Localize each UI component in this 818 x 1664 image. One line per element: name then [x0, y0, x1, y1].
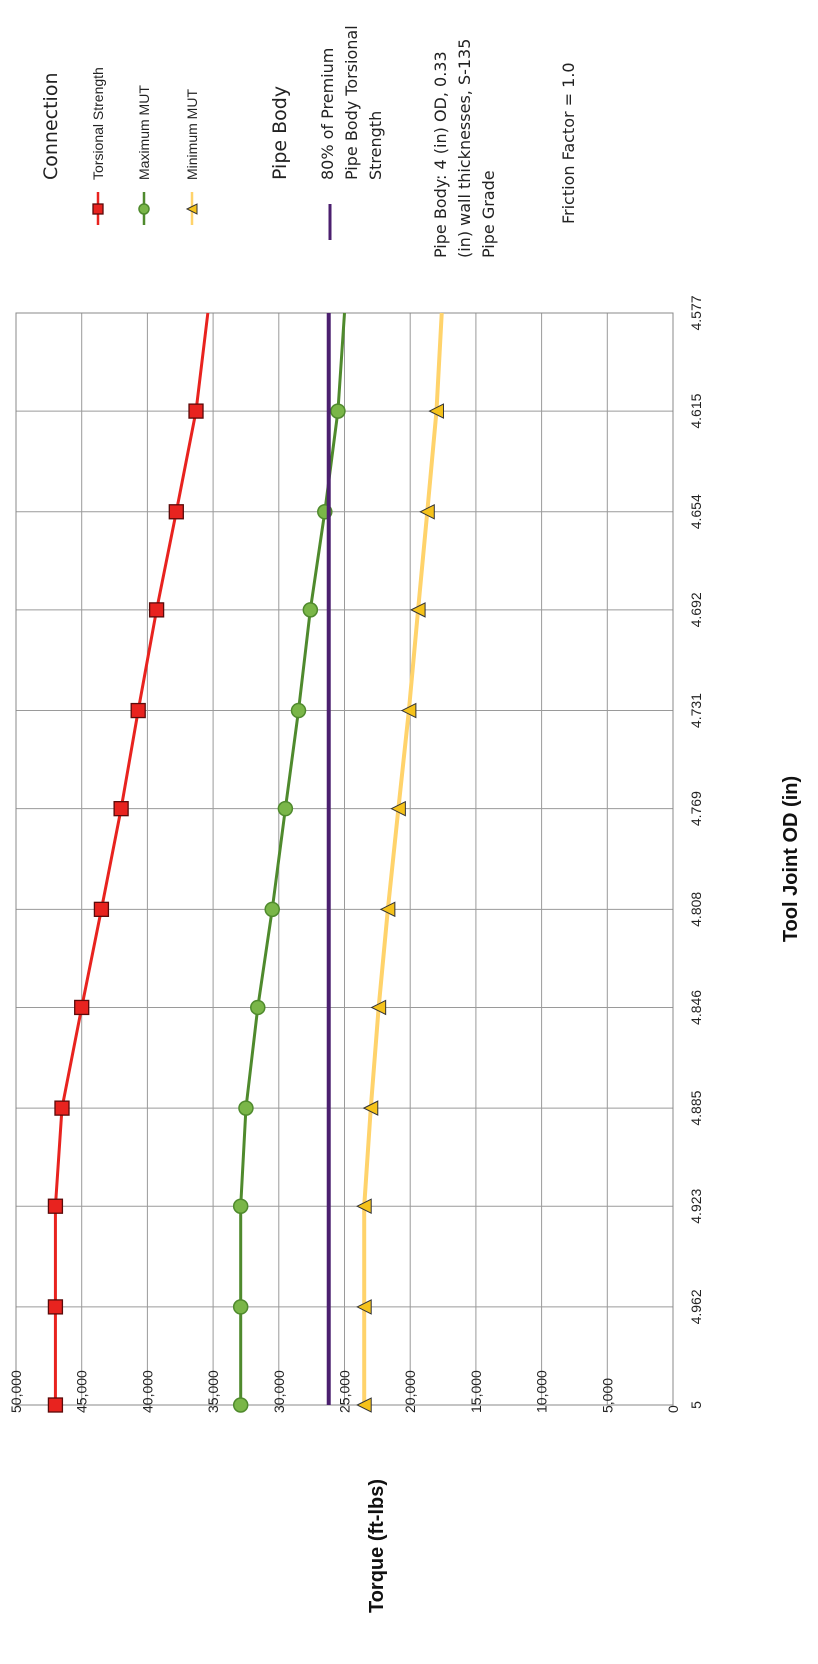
data-point-square	[130, 702, 146, 719]
data-point-square	[47, 1299, 64, 1315]
data-point-circle	[277, 800, 294, 817]
data-point-square	[92, 203, 104, 215]
y-tick-label: 20,000	[402, 1370, 418, 1413]
x-tick-label: 4.885	[688, 1090, 704, 1125]
data-point-circle	[302, 602, 319, 618]
pipe-body-description: Pipe Body: 4 (in) OD, 0.33	[431, 51, 450, 258]
x-tick-label: 4.654	[688, 494, 704, 529]
data-point-triangle	[390, 800, 406, 817]
data-point-square	[54, 1100, 70, 1116]
data-point-triangle	[409, 602, 426, 618]
data-point-triangle	[362, 1100, 379, 1116]
y-tick-label: 50,000	[8, 1370, 24, 1413]
data-point-triangle	[419, 503, 435, 520]
data-point-circle	[264, 901, 280, 918]
x-tick-label: 4.808	[688, 892, 704, 927]
data-point-square	[47, 1198, 64, 1214]
friction-factor-note: Friction Factor = 1.0	[559, 62, 578, 224]
data-point-square	[74, 999, 90, 1016]
pipe-body-description: (in) wall thicknesses, S-135	[455, 39, 474, 258]
x-tick-label: 4.615	[688, 393, 704, 428]
legend-pipe-line-label: Strength	[366, 111, 385, 180]
legend-connection-title: Connection	[40, 72, 62, 180]
data-point-triangle	[356, 1299, 372, 1315]
data-point-square	[148, 602, 165, 618]
legend-pipe-line-label: Pipe Body Torsional	[342, 25, 361, 180]
series-line	[53, 312, 210, 1405]
data-point-square	[113, 801, 129, 817]
legend-item-label: Torsional Strength	[90, 67, 106, 180]
data-point-square	[188, 403, 204, 419]
pipe-body-description: Pipe Grade	[479, 170, 498, 258]
x-tick-label: 4.962	[688, 1289, 704, 1324]
data-point-circle	[232, 1299, 249, 1315]
data-point-triangle	[356, 1198, 372, 1215]
data-point-square	[168, 504, 184, 520]
data-point-circle	[138, 203, 150, 215]
y-tick-label: 10,000	[534, 1370, 550, 1413]
legend-item-label: Maximum MUT	[136, 85, 152, 180]
data-point-circle	[232, 1397, 249, 1413]
legend-pipe-line-label: 80% of Premium	[318, 48, 337, 180]
data-point-square	[47, 1397, 64, 1413]
legend-pipe-body-title: Pipe Body	[269, 86, 291, 180]
data-point-triangle	[400, 702, 417, 719]
x-tick-label: 4.846	[688, 990, 704, 1025]
y-tick-labels: 0 5,000 10,000 15,000 20,000 25,000 30,000 35,0…	[8, 1370, 681, 1413]
data-point-circle	[290, 702, 307, 719]
series-line	[362, 312, 444, 1405]
y-tick-label: 5,000	[599, 1378, 615, 1413]
data-point-square	[93, 901, 110, 917]
x-tick-label: 5	[688, 1401, 704, 1409]
legend: Connection Torsional Strength Maximum MUT M…	[40, 25, 578, 258]
x-tick-labels: 5 4.962 4.923 4.885 4.846 4.808 4.769 4.731 4.69…	[688, 295, 704, 1409]
data-point-triangle	[185, 203, 198, 215]
data-point-triangle	[379, 901, 396, 918]
x-tick-label: 4.923	[688, 1188, 704, 1223]
y-axis-title: Torque (ft-lbs)	[366, 1479, 388, 1613]
data-point-triangle	[356, 1397, 372, 1413]
y-tick-label: 0	[665, 1405, 681, 1413]
data-point-circle	[250, 999, 266, 1016]
y-tick-label: 30,000	[271, 1370, 287, 1413]
series-layer	[47, 312, 444, 1413]
x-axis-title: Tool Joint OD (in)	[780, 776, 802, 942]
x-tick-label: 4.731	[688, 693, 704, 728]
y-tick-label: 15,000	[468, 1370, 484, 1413]
y-tick-label: 45,000	[74, 1370, 90, 1413]
y-tick-label: 25,000	[337, 1370, 353, 1413]
x-tick-label: 4.577	[688, 295, 704, 330]
data-point-circle	[238, 1100, 254, 1116]
data-point-triangle	[370, 999, 387, 1016]
y-tick-label: 40,000	[139, 1370, 155, 1413]
legend-item-label: Minimum MUT	[184, 89, 200, 180]
x-tick-label: 4.692	[688, 592, 704, 627]
data-point-circle	[330, 403, 346, 419]
data-point-triangle	[428, 403, 444, 419]
grid	[15, 312, 674, 1406]
y-tick-label: 35,000	[205, 1370, 221, 1413]
x-tick-label: 4.769	[688, 791, 704, 826]
data-point-circle	[232, 1198, 249, 1214]
